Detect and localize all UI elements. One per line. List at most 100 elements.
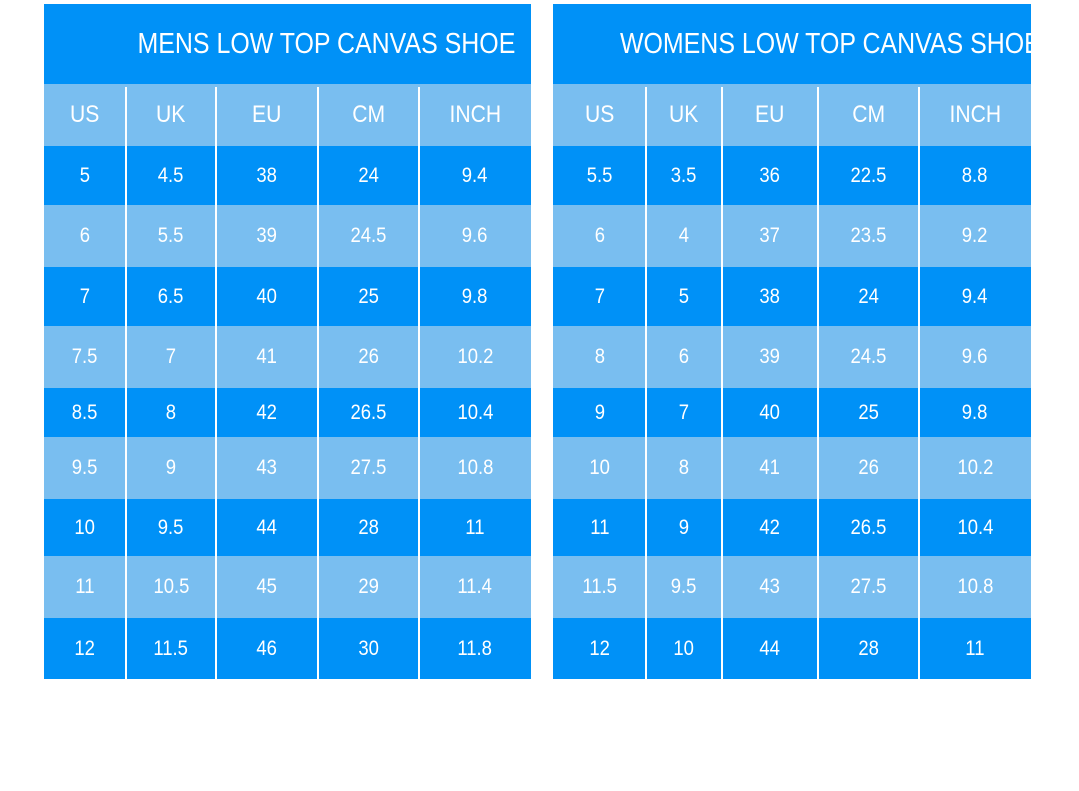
table-row: 8.5 8 42 26.5 10.4 — [44, 388, 531, 437]
cell-cm: 25 — [818, 388, 919, 437]
cell-text: 10.5 — [153, 575, 189, 598]
cell-text: 39 — [256, 224, 278, 247]
cell-cm: 24 — [318, 146, 419, 205]
cell-text: CM — [852, 101, 885, 128]
cell-text: 24.5 — [350, 224, 387, 247]
cell-text: 42 — [256, 400, 278, 424]
table-row: 7.5 7 41 26 10.2 — [44, 326, 531, 388]
cell-text: 6 — [594, 224, 605, 247]
cell-inch: 8.8 — [919, 146, 1031, 205]
header-row: US UK EU CM INCH — [44, 84, 531, 146]
cell-eu: 38 — [216, 146, 318, 205]
cell-text: 10.4 — [457, 400, 493, 424]
cell-text: 10 — [74, 515, 96, 539]
cell-text: 9 — [678, 515, 690, 539]
cell-text: 12 — [589, 636, 610, 660]
cell-text: 45 — [256, 575, 278, 598]
cell-cm: 27.5 — [318, 437, 419, 499]
cell-eu: 45 — [216, 556, 318, 618]
cell-us: 8.5 — [44, 388, 126, 437]
column-divider — [918, 87, 920, 679]
cell-text: 25 — [858, 400, 879, 424]
cell-text: 4.5 — [158, 163, 184, 187]
cell-eu: EU — [216, 84, 318, 146]
cell-cm: 27.5 — [818, 556, 919, 618]
cell-uk: 7 — [126, 326, 216, 388]
table-row: 12 10 44 28 11 — [553, 618, 1031, 679]
cell-text: 27.5 — [850, 575, 887, 598]
cell-us: US — [44, 84, 126, 146]
cell-us: 6 — [553, 205, 646, 267]
table-row: 11 10.5 45 29 11.4 — [44, 556, 531, 618]
cell-cm: 29 — [318, 556, 419, 618]
cell-us: 7.5 — [44, 326, 126, 388]
cell-text: 9 — [165, 456, 177, 479]
cell-cm: 26 — [318, 326, 419, 388]
cell-text: 7.5 — [72, 345, 98, 368]
cell-text: EU — [755, 101, 785, 128]
cell-inch: 9.4 — [919, 267, 1031, 326]
cell-text: 37 — [759, 224, 781, 247]
cell-us: 8 — [553, 326, 646, 388]
cell-text: US — [584, 101, 615, 128]
cell-inch: 10.8 — [419, 437, 531, 499]
cell-text: 26.5 — [850, 515, 887, 539]
column-divider — [418, 87, 420, 679]
cell-uk: UK — [126, 84, 216, 146]
cell-text: 10.8 — [957, 575, 993, 598]
cell-inch: 9.2 — [919, 205, 1031, 267]
cell-text: 11 — [965, 636, 985, 660]
cell-text: UK — [156, 101, 186, 128]
cell-text: 5.5 — [586, 163, 613, 187]
cell-text: 5 — [79, 163, 91, 187]
cell-cm: CM — [818, 84, 919, 146]
cell-text: INCH — [449, 101, 501, 128]
cell-cm: 23.5 — [818, 205, 919, 267]
cell-text: 22.5 — [850, 163, 887, 187]
cell-text: 10.8 — [457, 456, 493, 479]
cell-eu: 43 — [216, 437, 318, 499]
cell-text: US — [70, 101, 100, 128]
cell-text: 24 — [358, 163, 379, 187]
cell-text: 12 — [74, 636, 96, 660]
column-divider — [645, 87, 647, 679]
cell-eu: 38 — [722, 267, 818, 326]
cell-text: 11.5 — [153, 636, 189, 660]
cell-text: 7 — [165, 345, 177, 368]
cell-cm: 26 — [818, 437, 919, 499]
table-title: WOMENS LOW TOP CANVAS SHOE — [553, 4, 1041, 84]
cell-uk: 10 — [646, 618, 722, 679]
cell-text: 30 — [358, 636, 379, 660]
cell-us: 5.5 — [553, 146, 646, 205]
cell-text: 11.8 — [457, 636, 493, 660]
cell-text: 4 — [678, 224, 690, 247]
cell-text: 10 — [673, 636, 695, 660]
cell-uk: 4 — [646, 205, 722, 267]
cell-us: 6 — [44, 205, 126, 267]
cell-cm: 26.5 — [318, 388, 419, 437]
cell-us: 11 — [44, 556, 126, 618]
cell-text: 10.2 — [957, 456, 993, 479]
table-row: 9 7 40 25 9.8 — [553, 388, 1031, 437]
cell-text: 9.5 — [72, 456, 98, 479]
cell-us: 7 — [553, 267, 646, 326]
cell-text: 40 — [759, 400, 781, 424]
cell-text: 9.5 — [158, 515, 184, 539]
cell-cm: 24 — [818, 267, 919, 326]
cell-text: 41 — [256, 345, 278, 368]
cell-text: 9.8 — [962, 400, 988, 424]
cell-uk: 9 — [126, 437, 216, 499]
cell-uk: UK — [646, 84, 722, 146]
cell-us: 9.5 — [44, 437, 126, 499]
cell-text: 25 — [358, 284, 379, 308]
table-row: 11.5 9.5 43 27.5 10.8 — [553, 556, 1031, 618]
cell-eu: 41 — [216, 326, 318, 388]
cell-inch: 9.6 — [419, 205, 531, 267]
cell-cm: 30 — [318, 618, 419, 679]
column-divider — [215, 87, 217, 679]
table-row: 7 6.5 40 25 9.8 — [44, 267, 531, 326]
cell-text: 9 — [594, 400, 605, 424]
table-title-text: MENS LOW TOP CANVAS SHOE — [137, 27, 516, 60]
table-row: 5 4.5 38 24 9.4 — [44, 146, 531, 205]
cell-eu: 39 — [216, 205, 318, 267]
